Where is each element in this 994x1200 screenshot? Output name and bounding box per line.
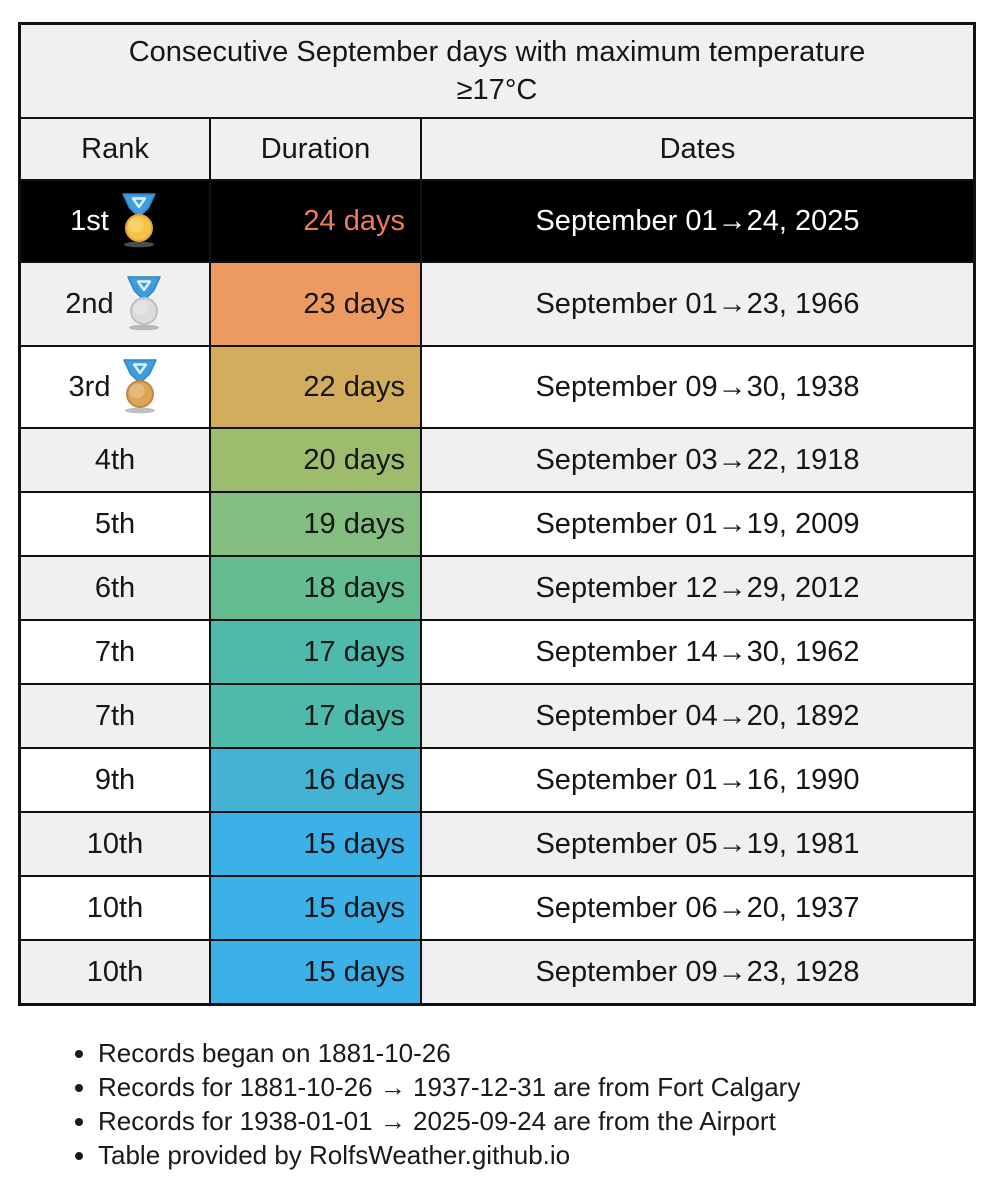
dates-cell: September 06→20, 1937: [535, 891, 860, 924]
rank-cell: 4th: [21, 429, 211, 491]
dates-cell: September 12→29, 2012: [535, 571, 860, 604]
duration-cell: 15 days: [211, 877, 422, 939]
rank-label: 1st: [70, 204, 109, 237]
rank-cell: 1st: [21, 181, 211, 261]
column-header-duration: Duration: [211, 119, 422, 179]
rank-label: 4th: [94, 443, 136, 476]
rank-cell: 7th: [21, 621, 211, 683]
table-row: 9th 16 days September 01→16, 1990: [21, 749, 973, 813]
rank-label: 10th: [86, 891, 144, 924]
records-table: Consecutive September days with maximum …: [18, 22, 976, 1006]
table-row: 10th 15 days September 06→20, 1937: [21, 877, 973, 941]
dates-cell: September 09→30, 1938: [535, 370, 860, 403]
note-item: Records for 1881-10-26 → 1937-12-31 are …: [98, 1070, 800, 1104]
duration-cell: 16 days: [211, 749, 422, 811]
dates-cell: September 01→23, 1966: [535, 287, 860, 320]
duration-cell: 22 days: [211, 347, 422, 427]
dates-cell: September 03→22, 1918: [535, 443, 860, 476]
table-row: 5th 19 days September 01→19, 2009: [21, 493, 973, 557]
duration-cell: 15 days: [211, 813, 422, 875]
rank-cell: 10th: [21, 941, 211, 1003]
table-title-line1: Consecutive September days with maximum …: [128, 36, 866, 68]
silver-medal-icon: [123, 276, 165, 332]
gold-medal-icon: [118, 193, 160, 249]
duration-cell: 23 days: [211, 263, 422, 345]
dates-cell: September 01→19, 2009: [535, 507, 860, 540]
rank-label: 10th: [86, 827, 144, 860]
dates-cell: September 09→23, 1928: [535, 955, 860, 988]
table-row: 10th 15 days September 05→19, 1981: [21, 813, 973, 877]
duration-cell: 17 days: [211, 685, 422, 747]
duration-cell: 18 days: [211, 557, 422, 619]
table-title-line2: ≥17°C: [456, 74, 538, 106]
rank-cell: 9th: [21, 749, 211, 811]
table-row: 10th 15 days September 09→23, 1928: [21, 941, 973, 1003]
table-body: 1st 24 days September 01→24, 2025 2nd 23…: [21, 181, 973, 1003]
duration-cell: 20 days: [211, 429, 422, 491]
rank-cell: 10th: [21, 877, 211, 939]
rank-label: 7th: [94, 699, 136, 732]
rank-cell: 3rd: [21, 347, 211, 427]
rank-cell: 6th: [21, 557, 211, 619]
note-item: Records for 1938-01-01 → 2025-09-24 are …: [98, 1104, 800, 1138]
rank-label: 9th: [94, 763, 136, 796]
column-header-row: Rank Duration Dates: [21, 119, 973, 181]
table-row: 1st 24 days September 01→24, 2025: [21, 181, 973, 263]
rank-label: 2nd: [65, 287, 114, 320]
table-title: Consecutive September days with maximum …: [21, 25, 973, 119]
table-row: 7th 17 days September 04→20, 1892: [21, 685, 973, 749]
column-header-dates: Dates: [659, 132, 736, 165]
rank-label: 10th: [86, 955, 144, 988]
table-row: 2nd 23 days September 01→23, 1966: [21, 263, 973, 347]
table-row: 7th 17 days September 14→30, 1962: [21, 621, 973, 685]
rank-label: 7th: [94, 635, 136, 668]
dates-cell: September 14→30, 1962: [535, 635, 860, 668]
column-header-rank: Rank: [21, 119, 211, 179]
rank-label: 3rd: [68, 370, 111, 403]
table-row: 6th 18 days September 12→29, 2012: [21, 557, 973, 621]
bronze-medal-icon: [119, 359, 161, 415]
note-item: Table provided by RolfsWeather.github.io: [98, 1138, 800, 1172]
footer-notes: Records began on 1881-10-26 Records for …: [72, 1036, 800, 1172]
note-item: Records began on 1881-10-26: [98, 1036, 800, 1070]
duration-cell: 15 days: [211, 941, 422, 1003]
duration-cell: 17 days: [211, 621, 422, 683]
table-row: 3rd 22 days September 09→30, 1938: [21, 347, 973, 429]
rank-cell: 7th: [21, 685, 211, 747]
table-row: 4th 20 days September 03→22, 1918: [21, 429, 973, 493]
rank-cell: 5th: [21, 493, 211, 555]
dates-cell: September 05→19, 1981: [535, 827, 860, 860]
dates-cell: September 04→20, 1892: [535, 699, 860, 732]
rank-label: 5th: [94, 507, 136, 540]
rank-cell: 2nd: [21, 263, 211, 345]
rank-cell: 10th: [21, 813, 211, 875]
rank-label: 6th: [94, 571, 136, 604]
dates-cell: September 01→24, 2025: [535, 204, 860, 237]
duration-cell: 24 days: [211, 181, 422, 261]
duration-cell: 19 days: [211, 493, 422, 555]
dates-cell: September 01→16, 1990: [535, 763, 860, 796]
